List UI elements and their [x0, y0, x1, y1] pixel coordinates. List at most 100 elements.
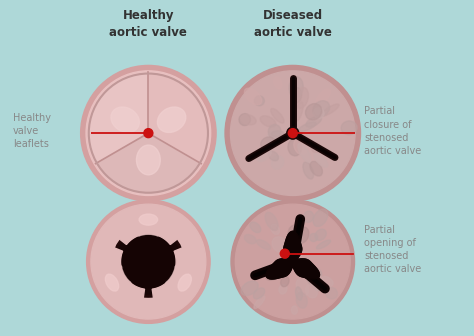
Polygon shape	[99, 249, 145, 309]
Ellipse shape	[298, 143, 311, 162]
Ellipse shape	[272, 237, 287, 252]
Ellipse shape	[117, 234, 180, 289]
Ellipse shape	[254, 288, 264, 299]
Polygon shape	[106, 207, 191, 245]
Ellipse shape	[268, 151, 278, 161]
Ellipse shape	[321, 104, 339, 116]
Ellipse shape	[299, 122, 316, 131]
Circle shape	[231, 200, 355, 323]
Ellipse shape	[313, 101, 329, 117]
Circle shape	[87, 200, 210, 323]
Ellipse shape	[257, 149, 271, 162]
Ellipse shape	[292, 306, 298, 314]
Ellipse shape	[105, 274, 118, 291]
Ellipse shape	[255, 96, 264, 106]
Ellipse shape	[111, 107, 139, 132]
Ellipse shape	[295, 87, 309, 108]
Ellipse shape	[279, 284, 287, 294]
Ellipse shape	[306, 277, 319, 291]
Ellipse shape	[281, 276, 289, 287]
Ellipse shape	[260, 116, 276, 127]
Ellipse shape	[313, 108, 324, 118]
Circle shape	[144, 129, 153, 138]
Ellipse shape	[245, 88, 262, 105]
Ellipse shape	[243, 152, 252, 162]
Ellipse shape	[272, 135, 288, 146]
Ellipse shape	[274, 77, 282, 89]
Ellipse shape	[295, 287, 302, 300]
Ellipse shape	[239, 114, 250, 126]
Ellipse shape	[265, 212, 278, 230]
Polygon shape	[266, 232, 319, 279]
Ellipse shape	[139, 214, 158, 225]
Ellipse shape	[245, 235, 256, 244]
Text: Partial
closure of
stenosed
aortic valve: Partial closure of stenosed aortic valve	[365, 107, 422, 156]
Ellipse shape	[288, 139, 301, 156]
Ellipse shape	[292, 88, 301, 103]
Ellipse shape	[254, 296, 265, 308]
Ellipse shape	[314, 154, 328, 167]
Circle shape	[122, 236, 174, 288]
Ellipse shape	[157, 107, 186, 132]
Ellipse shape	[303, 211, 313, 222]
Polygon shape	[148, 74, 208, 163]
Ellipse shape	[114, 266, 131, 287]
Circle shape	[86, 71, 210, 196]
Ellipse shape	[264, 267, 279, 280]
Text: Healthy
aortic valve: Healthy aortic valve	[109, 9, 187, 39]
Ellipse shape	[271, 156, 284, 169]
Ellipse shape	[310, 161, 322, 176]
Ellipse shape	[271, 109, 284, 123]
Ellipse shape	[315, 229, 326, 240]
Ellipse shape	[326, 287, 337, 299]
Ellipse shape	[305, 103, 322, 120]
Ellipse shape	[306, 116, 321, 127]
Ellipse shape	[271, 224, 280, 235]
Ellipse shape	[261, 137, 275, 150]
Polygon shape	[94, 241, 145, 316]
Ellipse shape	[295, 102, 303, 121]
Ellipse shape	[241, 281, 258, 295]
Circle shape	[230, 71, 355, 196]
Ellipse shape	[296, 227, 309, 243]
Polygon shape	[152, 241, 203, 316]
Ellipse shape	[250, 222, 261, 233]
Circle shape	[280, 249, 289, 258]
Ellipse shape	[288, 225, 301, 243]
Ellipse shape	[316, 240, 331, 249]
Ellipse shape	[137, 145, 160, 175]
Ellipse shape	[271, 131, 284, 137]
Circle shape	[91, 204, 206, 319]
Ellipse shape	[241, 115, 256, 125]
Ellipse shape	[267, 131, 281, 145]
Ellipse shape	[256, 240, 271, 250]
Ellipse shape	[296, 292, 307, 308]
Circle shape	[225, 66, 361, 201]
Ellipse shape	[316, 89, 330, 105]
Ellipse shape	[296, 235, 302, 250]
Polygon shape	[266, 232, 319, 279]
Ellipse shape	[311, 143, 320, 153]
Ellipse shape	[113, 226, 184, 297]
Ellipse shape	[309, 267, 322, 277]
Polygon shape	[97, 133, 200, 193]
Circle shape	[287, 127, 299, 139]
Circle shape	[288, 129, 297, 138]
Polygon shape	[89, 74, 148, 163]
Circle shape	[145, 129, 152, 137]
Circle shape	[81, 66, 216, 201]
Ellipse shape	[178, 274, 191, 291]
Ellipse shape	[116, 229, 181, 294]
Ellipse shape	[305, 285, 318, 298]
Ellipse shape	[166, 266, 182, 287]
Ellipse shape	[296, 278, 309, 296]
Text: Partial
opening of
stenosed
aortic valve: Partial opening of stenosed aortic valve	[365, 225, 422, 275]
Ellipse shape	[310, 273, 324, 285]
Ellipse shape	[137, 225, 160, 239]
Ellipse shape	[289, 77, 303, 98]
Text: Healthy
valve
leaflets: Healthy valve leaflets	[13, 113, 51, 150]
Polygon shape	[152, 249, 198, 309]
Ellipse shape	[341, 121, 357, 135]
Ellipse shape	[303, 162, 314, 179]
Polygon shape	[113, 212, 183, 251]
